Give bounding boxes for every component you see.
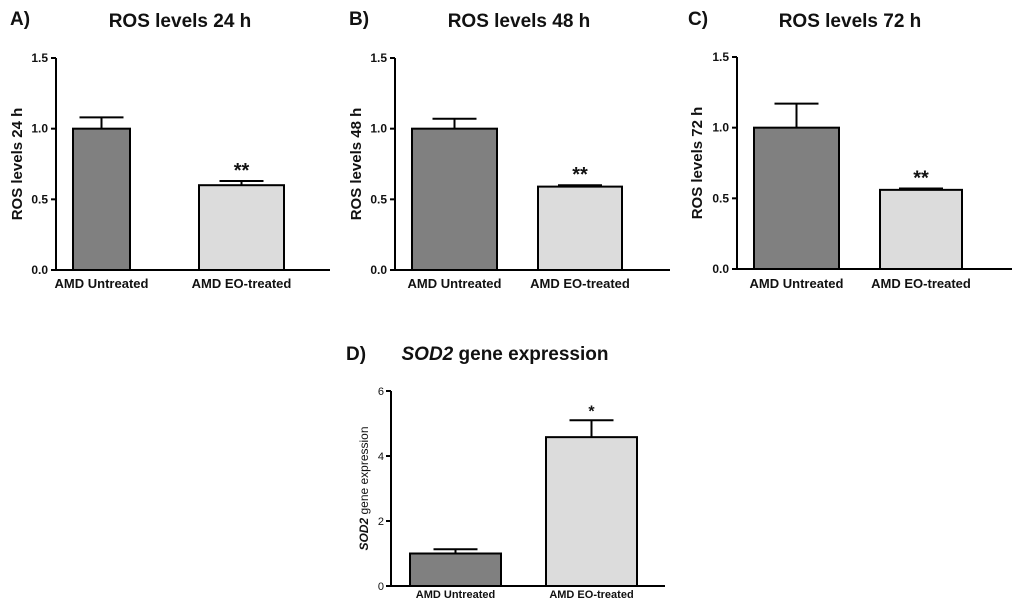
significance-marker: ** xyxy=(234,160,250,182)
panel-label: C) xyxy=(688,9,708,30)
y-tick-label: 0.5 xyxy=(370,192,387,206)
x-tick-label: AMD Untreated xyxy=(416,589,495,601)
y-tick-label: 0.0 xyxy=(370,263,387,277)
significance-marker: ** xyxy=(572,164,588,186)
chart-title: ROS levels 72 h xyxy=(779,11,922,32)
bar-2 xyxy=(198,184,285,271)
x-tick-label: AMD Untreated xyxy=(750,276,844,291)
y-tick-label: 1.5 xyxy=(31,51,48,65)
y-axis-label: ROS levels 72 h xyxy=(689,107,706,220)
bar-1 xyxy=(72,127,131,271)
panel-label: A) xyxy=(10,9,30,30)
bar-2 xyxy=(879,188,963,270)
x-tick-label: AMD EO-treated xyxy=(549,589,633,601)
chart-panel-A: A) ROS levels 24 h ROS levels 24 h AMD Untr… xyxy=(9,9,330,291)
y-axis-label-text: gene expression xyxy=(357,426,371,517)
y-tick-label: 0.5 xyxy=(712,191,729,205)
y-tick-label: 1.0 xyxy=(31,122,48,136)
panel-label: D) xyxy=(346,344,366,365)
y-tick-label: 2 xyxy=(378,516,384,528)
panel-label: B) xyxy=(349,9,369,30)
x-tick-label: AMD Untreated xyxy=(55,276,149,291)
y-tick-label: 0.0 xyxy=(31,263,48,277)
chart-title-text: ROS levels 72 h xyxy=(779,11,922,32)
chart-panel-B: B) ROS levels 48 h ROS levels 48 h AMD Untr… xyxy=(348,9,670,291)
significance-marker: * xyxy=(588,403,595,420)
chart-title: SOD2 gene expression xyxy=(402,344,609,365)
y-axis-label: ROS levels 24 h xyxy=(9,108,26,221)
y-tick-label: 4 xyxy=(378,451,384,463)
y-tick-label: 1.0 xyxy=(370,122,387,136)
y-tick-label: 0.5 xyxy=(31,192,48,206)
chart-title-text: ROS levels 48 h xyxy=(448,11,591,32)
chart-title-italic: SOD2 xyxy=(402,344,454,365)
bar-1 xyxy=(753,126,840,270)
y-axis-label-text: ROS levels 72 h xyxy=(689,107,706,220)
y-axis-label: ROS levels 48 h xyxy=(348,108,365,221)
chart-panel-C: C) ROS levels 72 h ROS levels 72 h AMD Untr… xyxy=(688,9,1012,291)
y-tick-label: 1.5 xyxy=(712,50,729,64)
y-axis-label-italic: SOD2 xyxy=(357,518,371,551)
x-tick-label: AMD EO-treated xyxy=(192,276,292,291)
chart-title: ROS levels 24 h xyxy=(109,11,252,32)
y-axis-label-text: ROS levels 24 h xyxy=(9,108,26,221)
y-tick-label: 0 xyxy=(378,581,384,593)
significance-marker: ** xyxy=(913,167,929,189)
y-tick-label: 1.0 xyxy=(712,121,729,135)
y-tick-label: 1.5 xyxy=(370,51,387,65)
x-tick-label: AMD EO-treated xyxy=(530,276,630,291)
y-axis-label-text: ROS levels 48 h xyxy=(348,108,365,221)
chart-title-text: ROS levels 24 h xyxy=(109,11,252,32)
y-tick-label: 0.0 xyxy=(712,262,729,276)
y-axis-label: SOD2 gene expression xyxy=(357,426,371,550)
bar-1 xyxy=(411,127,498,271)
y-tick-label: 6 xyxy=(378,386,384,398)
bar-1 xyxy=(409,552,502,587)
chart-title: ROS levels 48 h xyxy=(448,11,591,32)
chart-title-text: gene expression xyxy=(453,344,608,365)
x-tick-label: AMD EO-treated xyxy=(871,276,971,291)
x-tick-label: AMD Untreated xyxy=(408,276,502,291)
bar-2 xyxy=(545,436,638,587)
bar-2 xyxy=(537,185,623,271)
